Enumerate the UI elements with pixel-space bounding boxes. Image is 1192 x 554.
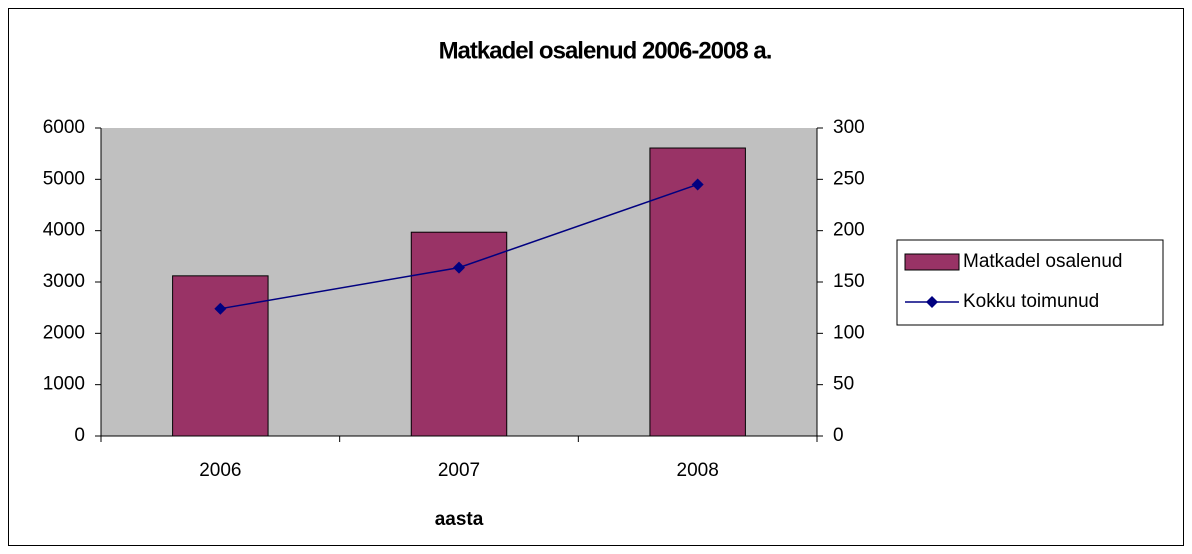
- bar: [649, 147, 746, 437]
- y-tick-label: 5000: [43, 168, 85, 189]
- legend-marker: [926, 296, 938, 308]
- y-tick-label: 1000: [43, 374, 85, 395]
- x-axis-label: aasta: [435, 509, 484, 530]
- y2-tick-label: 100: [833, 322, 865, 343]
- y2-tick-label: 50: [833, 374, 854, 395]
- x-tick-label: 2007: [438, 460, 480, 481]
- y-tick-label: 2000: [43, 322, 85, 343]
- marker: [453, 261, 465, 274]
- y-tick-label: 3000: [43, 271, 85, 292]
- y2-tick-label: 300: [833, 117, 865, 138]
- y2-tick-label: 250: [833, 168, 865, 189]
- marker: [214, 302, 227, 315]
- x-tick-label: 2008: [677, 460, 719, 481]
- y-tick-label: 6000: [43, 117, 85, 138]
- legend-label: Matkadel osalenud: [963, 251, 1123, 272]
- legend-label: Kokku toimunud: [963, 291, 1099, 312]
- y-tick-label: 0: [74, 425, 85, 446]
- x-tick-label: 2006: [199, 460, 241, 481]
- y-tick-label: 4000: [43, 220, 85, 241]
- y2-tick-label: 150: [833, 271, 865, 292]
- y2-tick-label: 200: [833, 220, 865, 241]
- chart-title: Matkadel osalenud 2006-2008 a.: [439, 37, 772, 64]
- legend-swatch: [904, 253, 960, 271]
- bar: [172, 275, 269, 437]
- y2-tick-label: 0: [833, 425, 844, 446]
- marker: [691, 178, 704, 191]
